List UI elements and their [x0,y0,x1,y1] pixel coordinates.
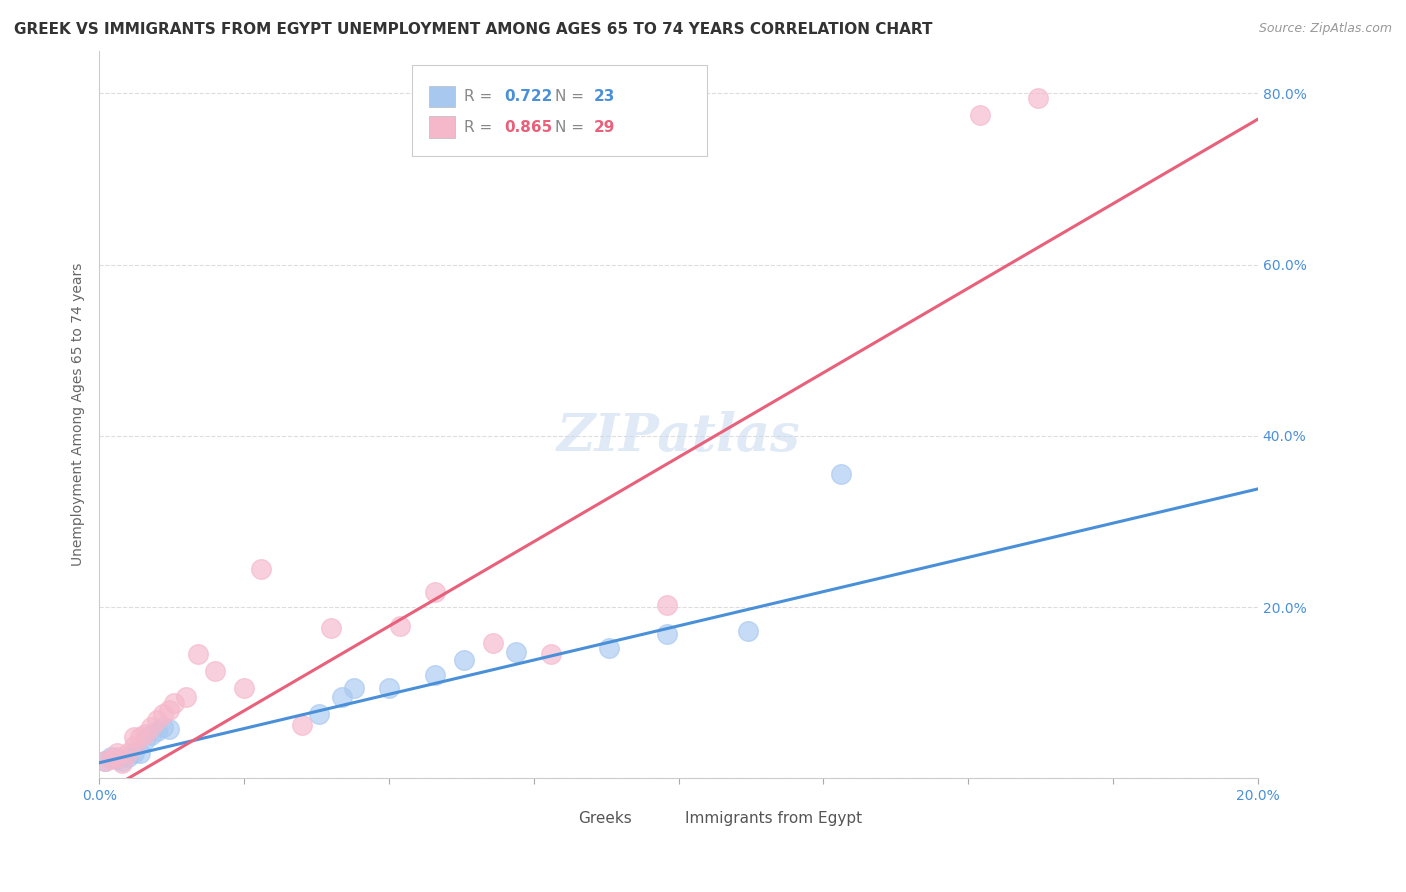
Point [100,752,122,766]
Point [655,627,678,641]
Point [100,749,122,764]
Point [174,690,197,704]
Point [141,728,163,742]
Text: 0.722: 0.722 [505,89,553,104]
Text: 29: 29 [593,120,616,135]
Point [128,730,150,744]
Point [332,690,354,704]
Point [163,696,186,710]
Point [378,681,401,696]
Point [233,681,256,696]
Point [969,108,991,122]
FancyBboxPatch shape [546,807,571,830]
Point [425,668,447,682]
Text: 23: 23 [593,89,616,104]
Point [291,718,314,732]
Point [319,622,342,636]
FancyBboxPatch shape [429,116,456,138]
Point [146,713,169,727]
Point [117,749,139,764]
Point [389,619,412,633]
FancyBboxPatch shape [652,807,679,830]
Text: Greeks: Greeks [578,811,631,826]
Text: Source: ZipAtlas.com: Source: ZipAtlas.com [1258,22,1392,36]
Point [737,624,759,638]
Point [343,681,366,696]
Text: N =: N = [554,120,588,135]
Point [152,706,174,721]
FancyBboxPatch shape [412,65,707,156]
Point [157,703,180,717]
Point [250,561,273,575]
Point [94,754,117,768]
Y-axis label: Unemployment Among Ages 65 to 74 years: Unemployment Among Ages 65 to 74 years [72,263,86,566]
Point [482,636,505,650]
Point [146,724,169,739]
Text: ZIPatlas: ZIPatlas [557,411,800,462]
Text: Immigrants from Egypt: Immigrants from Egypt [686,811,863,826]
Text: N =: N = [554,89,588,104]
Text: R =: R = [464,120,498,135]
FancyBboxPatch shape [429,86,456,107]
Point [141,720,163,734]
Point [157,722,180,736]
Point [105,752,128,766]
Point [505,644,527,658]
Point [655,599,678,613]
Text: 0.865: 0.865 [505,120,553,135]
Point [134,727,156,741]
Point [128,746,150,760]
Point [122,739,145,753]
Point [111,754,134,768]
Point [453,653,475,667]
Point [134,732,156,747]
Point [187,647,209,661]
Point [94,754,117,768]
Point [152,720,174,734]
Point [204,664,226,678]
Point [105,749,128,764]
Point [1026,91,1049,105]
Point [308,706,330,721]
Text: R =: R = [464,89,498,104]
Point [122,730,145,744]
Text: GREEK VS IMMIGRANTS FROM EGYPT UNEMPLOYMENT AMONG AGES 65 TO 74 YEARS CORRELATIO: GREEK VS IMMIGRANTS FROM EGYPT UNEMPLOYM… [14,22,932,37]
Point [540,647,562,661]
Point [105,746,128,760]
Point [830,467,852,482]
Point [111,756,134,770]
Point [122,746,145,760]
Point [425,584,447,599]
Point [598,641,620,656]
Point [117,746,139,760]
